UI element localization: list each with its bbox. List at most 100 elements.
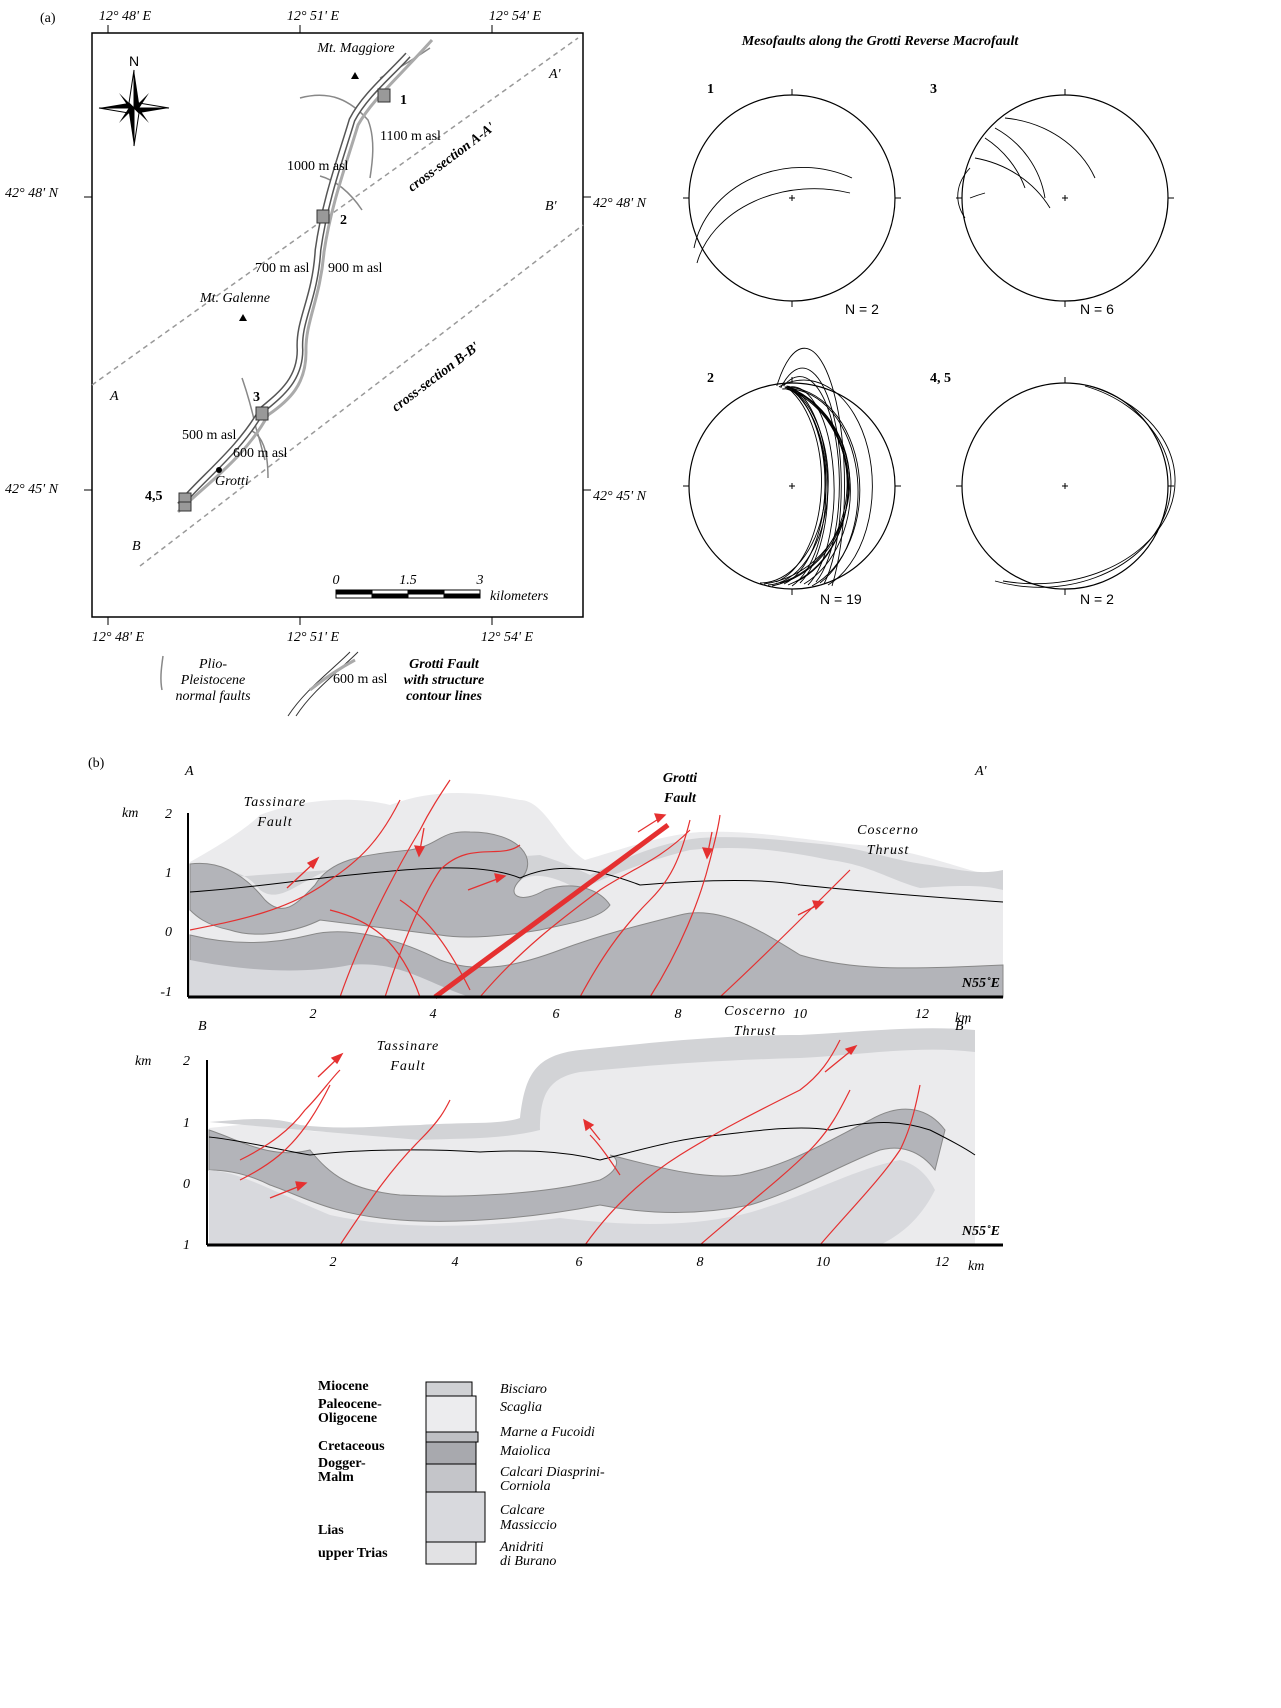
stereonet [683,348,901,595]
structure-label: Thrust [867,843,910,858]
x-tick-label: 10 [793,1007,807,1022]
formation-label: di Burano [500,1554,556,1569]
stereonet [956,377,1175,595]
formation-label: Scaglia [500,1400,542,1415]
scale-bar [444,590,480,594]
y-tick-label: 1 [183,1238,190,1253]
section-end: B [198,1019,207,1034]
stratigraphic-column [426,1382,485,1564]
peak [239,314,247,321]
lat-label: 42° 48' N [5,186,59,201]
structure-label: Coscerno [724,1004,786,1019]
map-ticks [84,25,591,625]
cross-section-a: (b) A A' km 2 1 0 -1 2 4 6 8 10 12 km Ta… [88,756,1003,1026]
stereonets: Mesofaults along the Grotti Reverse Macr… [683,34,1175,607]
x-tick-label: 8 [675,1007,682,1022]
net-label: 4, 5 [930,371,951,386]
site-marker [378,89,390,102]
scale-bar [444,594,480,598]
formation-label: Anidriti [499,1540,544,1555]
great-circle [995,128,1045,198]
x-tick-label: 10 [816,1255,830,1270]
x-tick-label: 4 [430,1007,437,1022]
north-arrow [99,70,169,146]
peak [239,72,359,321]
section-end: A [109,389,119,404]
x-tick-label: 2 [330,1255,337,1270]
y-tick-label: 1 [183,1116,190,1131]
age-label: upper Trias [318,1546,388,1561]
site-label: 1 [400,93,407,108]
stratigraphic-column [426,1442,476,1464]
formation-label: Maiolica [499,1444,551,1459]
lon-label: 12° 48' E [92,630,145,645]
north-arrow [129,108,134,146]
scale-label: 3 [476,573,484,588]
age-label: Cretaceous [318,1439,385,1454]
stereonet [683,89,1175,595]
legend-text: Plio- [198,657,227,672]
great-circle [985,138,1025,188]
x-tick-label: 12 [935,1255,949,1270]
net-count: N = 6 [1080,301,1114,317]
x-tick-label: 8 [697,1255,704,1270]
age-label: Oligocene [318,1411,377,1426]
stratigraphic-column [426,1396,476,1432]
lon-label: 12° 54' E [489,9,542,24]
lat-label: 42° 48' N [593,196,647,211]
legend-text: Pleistocene [180,673,246,688]
net-count: N = 2 [1080,591,1114,607]
figure: (a) 12° 48' E 12° 51' E 12° 54' E 12° 48… [0,0,1281,1708]
scale-bar [336,594,372,598]
town [216,467,222,473]
place-label: Mt. Maggiore [316,41,394,56]
lon-label: 12° 54' E [481,630,534,645]
section-line [92,38,583,566]
structure-label: Coscerno [857,823,919,838]
y-tick-label: 2 [183,1054,190,1069]
lat-label: 42° 45' N [5,482,59,497]
legend-text: normal faults [175,689,251,704]
contour-label: 500 m asl [182,428,237,443]
contour-label: 700 m asl [255,261,310,276]
great-circle [958,168,970,218]
section-end: B' [955,1019,968,1034]
great-circle [1005,118,1095,178]
x-tick-label: 4 [452,1255,459,1270]
site-label: 2 [340,213,347,228]
site-marker [179,493,191,502]
site-marker [179,502,191,511]
stratigraphic-column [426,1464,476,1492]
section-end: A [184,764,194,779]
structure-label: Tassinare [377,1039,439,1054]
axis-unit: km [968,1259,984,1274]
legend-text: contour lines [406,689,482,704]
place-label: Mt. Galenne [199,291,270,306]
structure-label: Thrust [734,1024,777,1039]
legend-text: 600 m asl [333,672,388,687]
section-line [92,38,578,385]
direction-label: N55˚E [961,1224,1000,1239]
scale-label: 1.5 [399,573,417,588]
section-end: B' [545,199,558,214]
age-label: Miocene [318,1379,369,1394]
great-circle [764,387,850,584]
scale-bar [336,590,372,594]
axis-unit: km [122,806,138,821]
great-circle [694,167,852,248]
map [92,33,583,617]
net-count: N = 19 [820,591,862,607]
formation-label: Calcari Diasprini- [500,1465,605,1480]
x-tick-label: 6 [553,1007,560,1022]
scale-label: kilometers [490,589,549,604]
x-tick-label: 12 [915,1007,929,1022]
net-label: 2 [707,371,714,386]
lat-label: 42° 45' N [593,489,647,504]
north-label: N [129,53,139,69]
structure-label: Fault [389,1059,425,1074]
scale-bar [372,594,408,598]
x-tick-label: 2 [310,1007,317,1022]
panel-label: (b) [88,756,105,771]
section-end: A' [548,67,562,82]
cross-section-b: B B' km 2 1 0 1 2 4 6 8 10 12 km Tassina… [135,1004,1003,1274]
